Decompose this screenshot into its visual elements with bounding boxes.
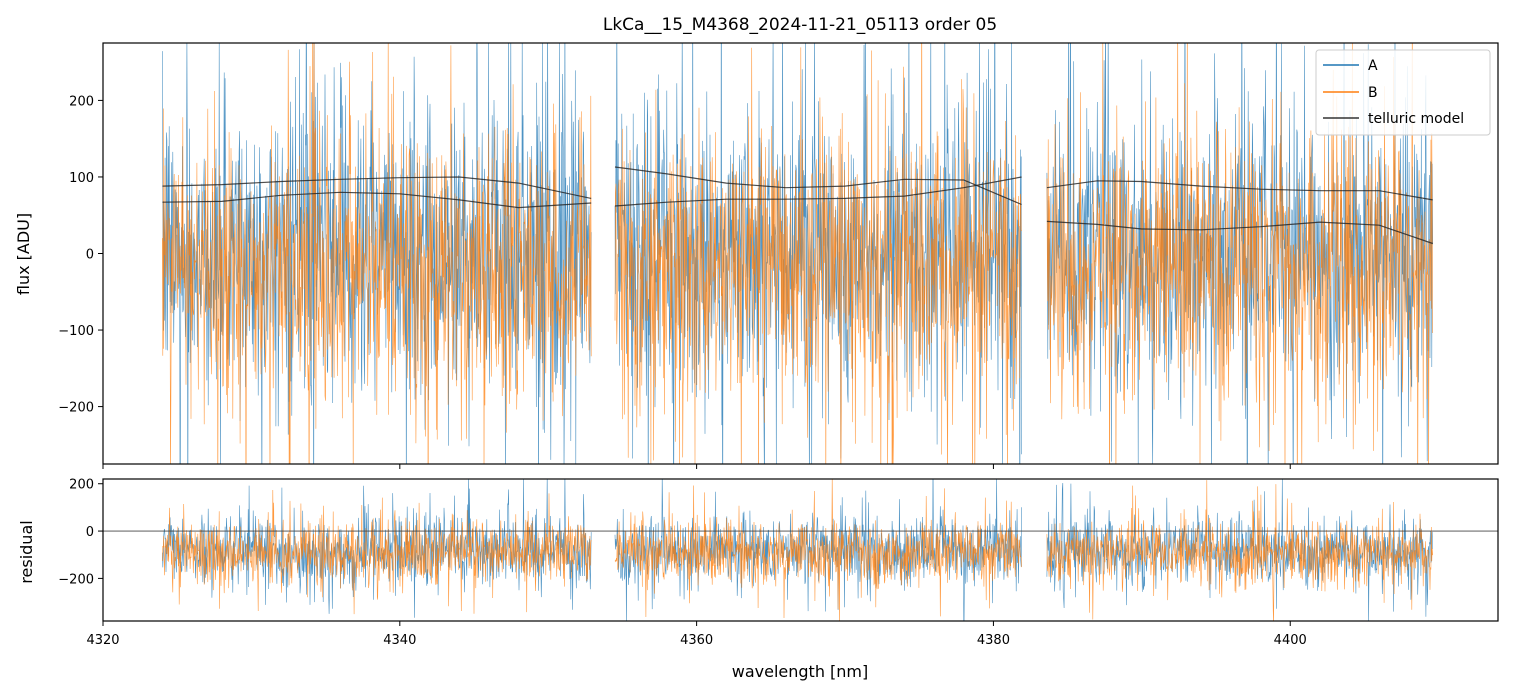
residual-plot-area bbox=[103, 479, 1498, 621]
telluric-model-curve-1 bbox=[162, 176, 592, 199]
series-b-segment-1 bbox=[162, 43, 592, 464]
telluric-model-curve-2 bbox=[162, 191, 592, 209]
x-tick-label: 4340 bbox=[383, 633, 416, 648]
y-tick-label: 200 bbox=[69, 94, 94, 109]
residual-x-ticks: 4320 4340 4360 4380 4400 bbox=[86, 621, 1307, 648]
x-tick-label: 4380 bbox=[977, 633, 1010, 648]
legend-label-telluric: telluric model bbox=[1368, 111, 1464, 127]
y-tick-label: 100 bbox=[69, 171, 94, 186]
residual-y-axis-label: residual bbox=[17, 520, 36, 583]
telluric-model-curve-4 bbox=[614, 176, 1022, 207]
telluric-model-curve-3 bbox=[614, 166, 1022, 206]
residual-panel-frame bbox=[102, 478, 1499, 622]
y-tick-label: 200 bbox=[69, 478, 94, 493]
series-b-segment-3 bbox=[1046, 43, 1433, 464]
legend-label-b: B bbox=[1368, 85, 1378, 101]
series-b-segment-1 bbox=[162, 489, 592, 615]
legend: A B telluric model bbox=[1315, 49, 1491, 136]
y-tick-label: −200 bbox=[58, 572, 94, 587]
chart-title: LkCa__15_M4368_2024-11-21_05113 order 05 bbox=[603, 15, 997, 35]
x-tick-label: 4320 bbox=[86, 633, 119, 648]
series-b-segment-3 bbox=[1046, 480, 1433, 621]
legend-label-a: A bbox=[1368, 58, 1378, 74]
x-tick-label: 4360 bbox=[680, 633, 713, 648]
series-a-segment-2 bbox=[614, 43, 1022, 464]
y-tick-label: −200 bbox=[58, 401, 94, 416]
flux-y-ticks: −200 −100 0 100 200 bbox=[58, 94, 103, 416]
residual-y-ticks: −200 0 200 bbox=[58, 478, 103, 587]
y-tick-label: −100 bbox=[58, 324, 94, 339]
series-b-segment-2 bbox=[614, 479, 1022, 621]
y-tick-label: 0 bbox=[86, 525, 94, 540]
flux-y-axis-label: flux [ADU] bbox=[14, 213, 33, 295]
x-axis-label: wavelength [nm] bbox=[732, 662, 869, 681]
legend-box bbox=[1315, 49, 1491, 136]
flux-panel: −200 −100 0 100 200 flux [ADU] bbox=[14, 42, 1499, 469]
x-tick-label: 4400 bbox=[1274, 633, 1307, 648]
flux-plot-area bbox=[162, 43, 1433, 464]
telluric-model-curve-6 bbox=[1046, 220, 1433, 245]
flux-x-ticks bbox=[102, 464, 1291, 469]
y-tick-label: 0 bbox=[86, 248, 94, 263]
residual-panel: −200 0 200 4320 4340 4360 4380 4400 residual w… bbox=[17, 478, 1499, 681]
series-b-segment-2 bbox=[614, 43, 1022, 464]
telluric-model-curve-5 bbox=[1046, 180, 1433, 201]
